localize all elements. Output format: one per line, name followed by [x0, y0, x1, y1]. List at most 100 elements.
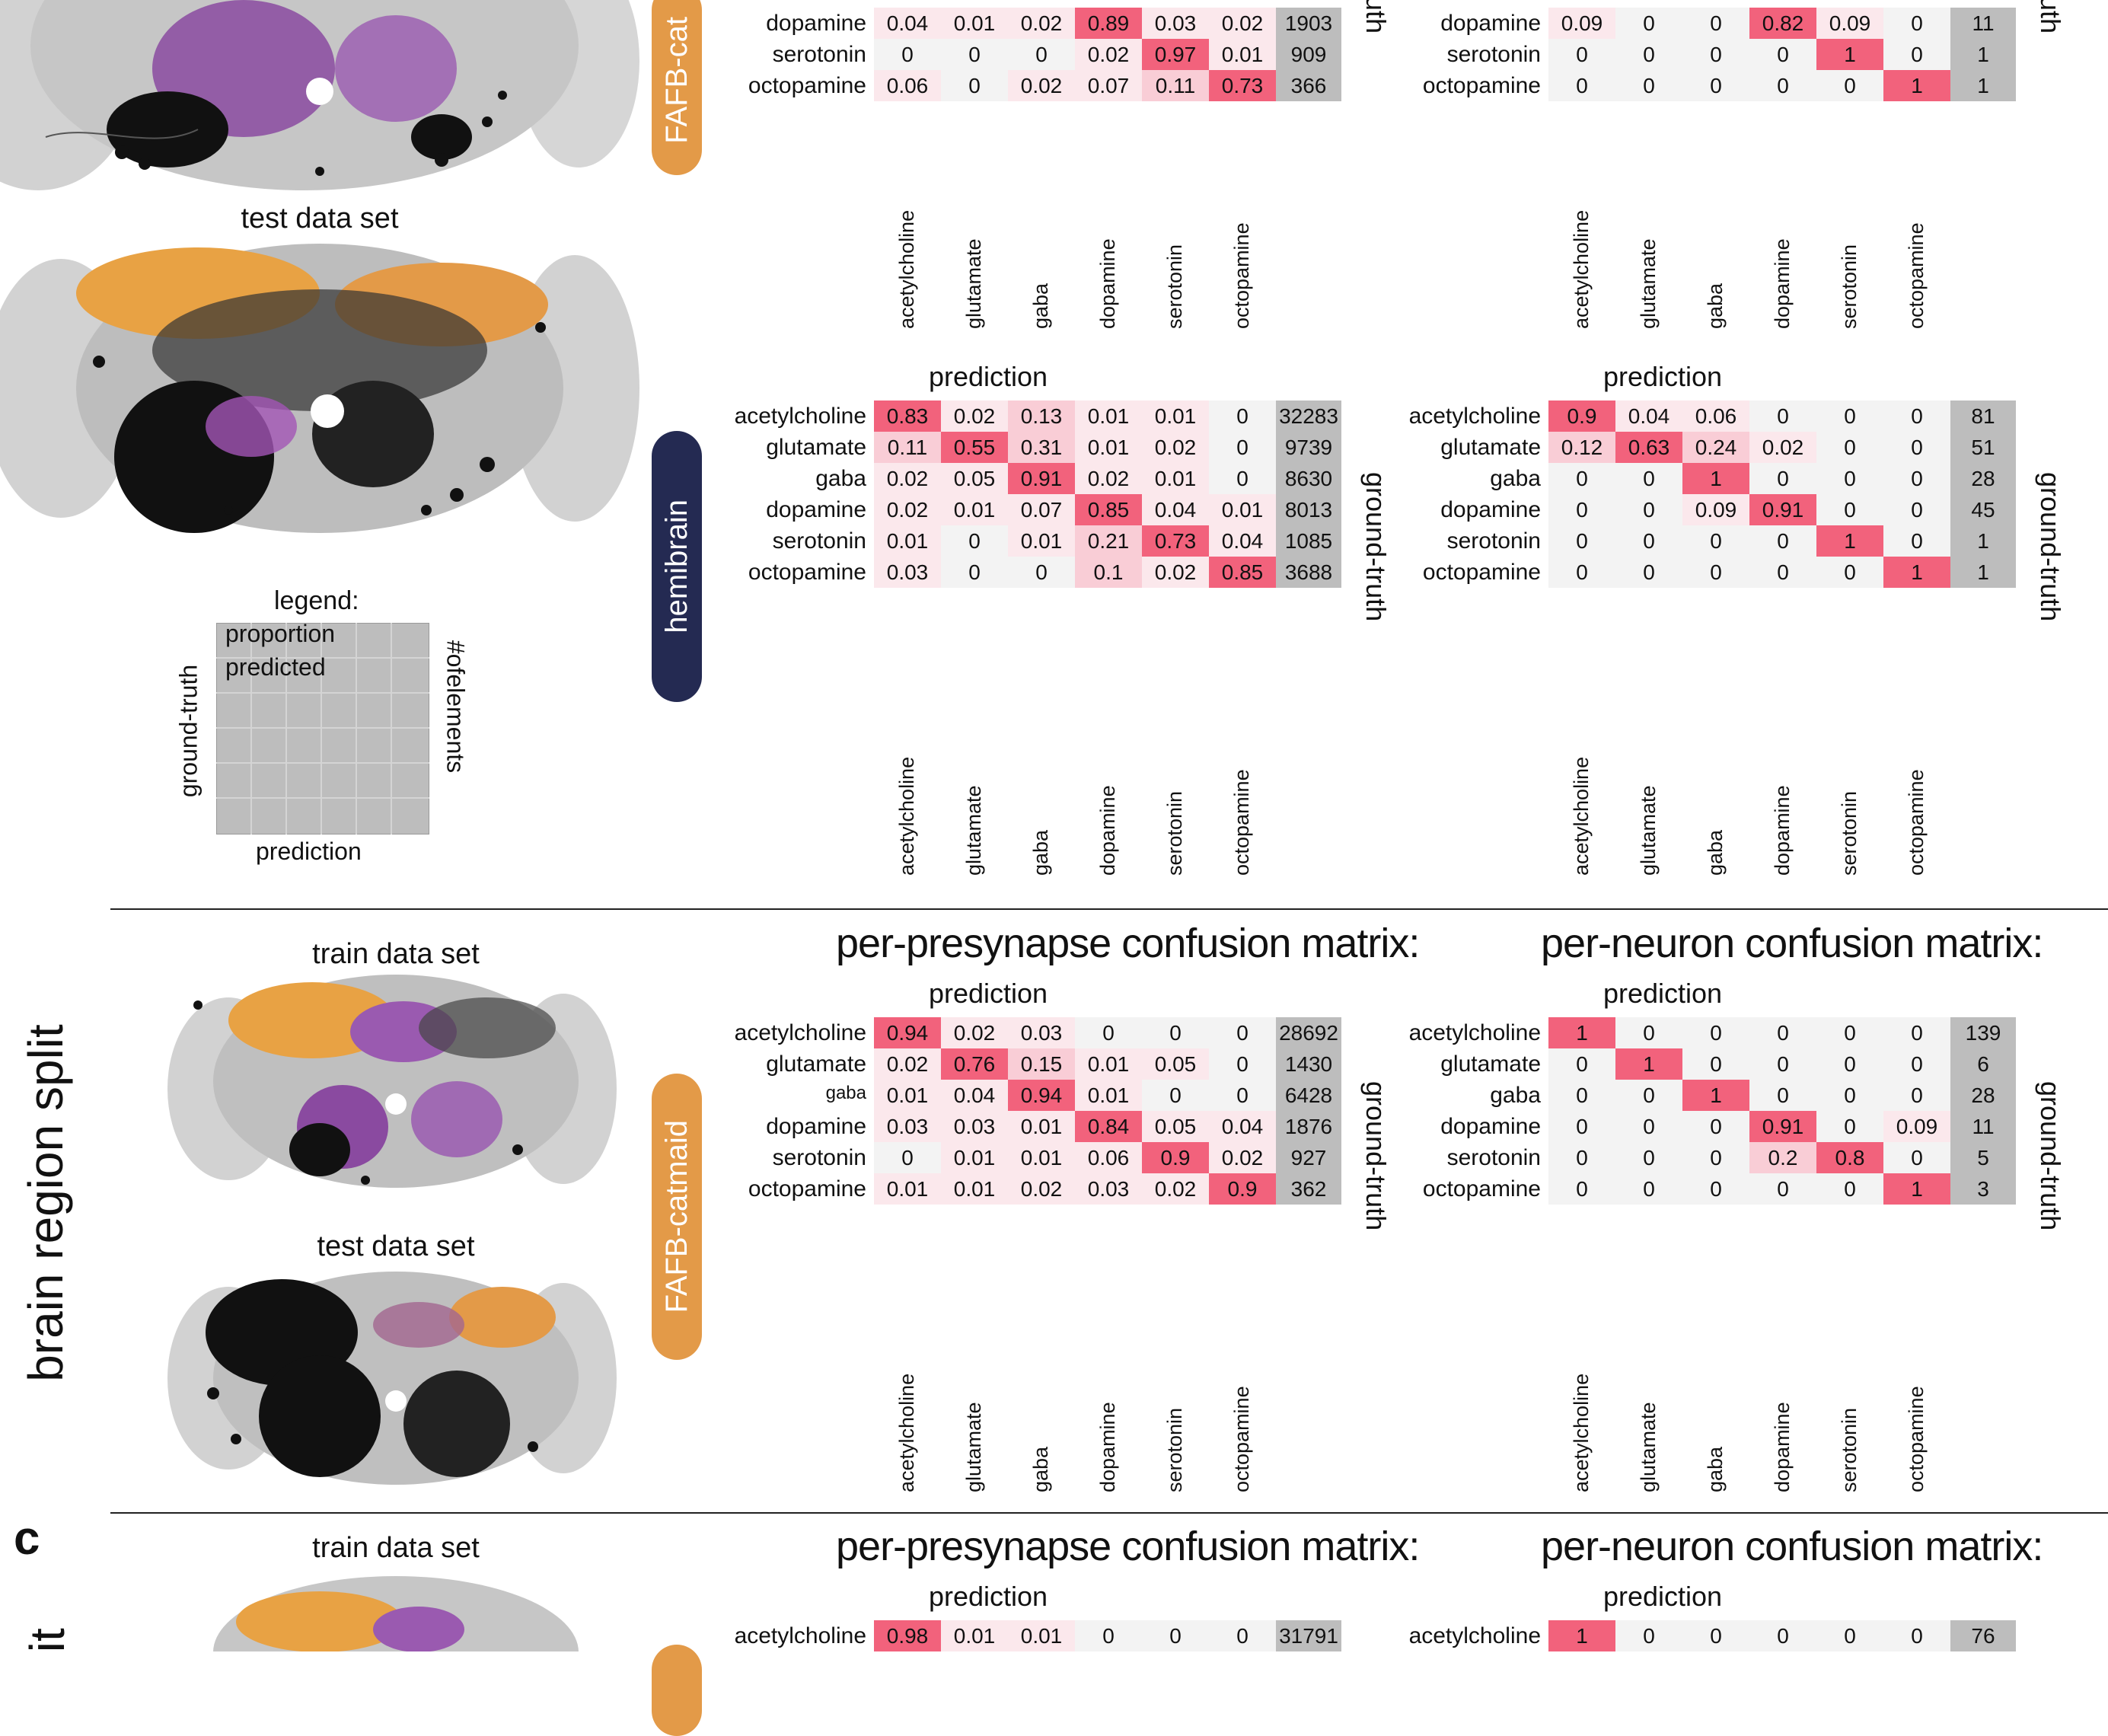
matrix-count-cell: 3688 — [1276, 557, 1341, 588]
matrix-cell: 0 — [1548, 1142, 1615, 1173]
matrix-count-cell: 8013 — [1276, 494, 1341, 525]
matrix-cell: 0 — [1749, 39, 1816, 70]
title-presynapse-bottom: per-presynapse confusion matrix: — [836, 1524, 1420, 1569]
column-label: octopamine — [1905, 769, 1928, 876]
matrix-count-cell: 8630 — [1276, 463, 1341, 494]
matrix-cell: 0.9 — [1209, 1173, 1276, 1205]
matrix-cell: 0.05 — [1142, 1048, 1209, 1080]
axis-label-prediction: prediction — [1603, 361, 1723, 392]
matrix-count-cell: 81 — [1950, 400, 2016, 432]
matrix-cell: 0 — [941, 557, 1008, 588]
matrix-cell: 0.01 — [1075, 400, 1142, 432]
matrix-cell: 0 — [1548, 525, 1615, 557]
axis-label-prediction: prediction — [1603, 1581, 1723, 1612]
matrix-cell: 0 — [1548, 494, 1615, 525]
matrix-cell: 0 — [1682, 1017, 1749, 1048]
matrix-cell: 0 — [1816, 1080, 1883, 1111]
matrix-cell: 0.06 — [1075, 1142, 1142, 1173]
dataset-label-train-mid: train data set — [312, 938, 480, 970]
matrix-cell: 0.01 — [1142, 400, 1209, 432]
matrix-cell: 0 — [1682, 1620, 1749, 1651]
matrix-cell: 0.01 — [941, 8, 1008, 39]
matrix-cell: 0.73 — [1142, 525, 1209, 557]
matrix-cell: 1 — [1816, 525, 1883, 557]
matrix-cell: 0.02 — [1075, 463, 1142, 494]
matrix-cell: 0 — [1615, 1173, 1682, 1205]
matrix-cell: 0 — [1749, 1017, 1816, 1048]
row-label: acetylcholine — [734, 1020, 866, 1045]
column-label: dopamine — [1771, 1402, 1794, 1492]
matrix-cell: 0.01 — [941, 1173, 1008, 1205]
row-label: dopamine — [766, 1114, 866, 1139]
matrix-cell: 0 — [1682, 1111, 1749, 1142]
title-neuron-mid: per-neuron confusion matrix: — [1541, 921, 2043, 966]
column-label: glutamate — [962, 1402, 985, 1492]
matrix-cell: 0.03 — [1075, 1173, 1142, 1205]
matrix-cell: 0.91 — [1749, 494, 1816, 525]
matrix-cell: 0 — [1816, 1173, 1883, 1205]
matrix-cell: 0.01 — [874, 1173, 941, 1205]
matrix-cell: 0 — [1615, 1142, 1682, 1173]
matrix-cell: 0.02 — [1142, 557, 1209, 588]
row-label: serotonin — [772, 42, 866, 67]
matrix-cell: 0.94 — [1008, 1080, 1075, 1111]
matrix-count-cell: 9739 — [1276, 432, 1341, 463]
row-label: glutamate — [1440, 435, 1541, 460]
matrix-cell: 0 — [1209, 463, 1276, 494]
matrix-cell: 0.03 — [1142, 8, 1209, 39]
row-label: octopamine — [1422, 73, 1541, 98]
legend-grid — [216, 623, 429, 834]
dataset-label-test-mid: test data set — [317, 1230, 475, 1262]
matrix-cell: 0.11 — [1142, 70, 1209, 101]
matrix-count-cell: 28692 — [1276, 1017, 1341, 1048]
matrix-cell: 0.02 — [1749, 432, 1816, 463]
matrix-cell: 0.73 — [1209, 70, 1276, 101]
matrix-cell: 0 — [1142, 1620, 1209, 1651]
matrix-cell: 1 — [1682, 463, 1749, 494]
matrix-cell: 0 — [874, 39, 941, 70]
matrix-cell: 0.09 — [1682, 494, 1749, 525]
row-label: serotonin — [772, 1145, 866, 1170]
column-label: octopamine — [1230, 769, 1253, 876]
matrix-cell: 0 — [1008, 39, 1075, 70]
column-label: octopamine — [1230, 1386, 1253, 1492]
matrix-count-cell: 362 — [1276, 1173, 1341, 1205]
legend-title: legend: — [274, 586, 359, 615]
matrix-cell: 0 — [1615, 39, 1682, 70]
axis-label-prediction: prediction — [928, 361, 1048, 392]
matrix-cell: 0 — [1548, 1048, 1615, 1080]
matrix-cell: 0 — [1816, 1017, 1883, 1048]
matrix-cell: 0.97 — [1142, 39, 1209, 70]
matrix-cell: 0 — [1816, 557, 1883, 588]
row-label: dopamine — [1440, 497, 1541, 522]
matrix-count-cell: 139 — [1950, 1017, 2016, 1048]
matrix-cell: 0 — [1749, 463, 1816, 494]
column-label: acetylcholine — [1570, 1373, 1593, 1492]
row-label: dopamine — [1440, 11, 1541, 36]
column-label: glutamate — [1637, 1402, 1660, 1492]
matrix-cell: 0.02 — [1142, 1173, 1209, 1205]
matrix-cell: 0 — [1548, 557, 1615, 588]
column-label: serotonin — [1163, 790, 1186, 876]
matrix-cell: 0 — [1883, 463, 1950, 494]
column-label: acetylcholine — [895, 1373, 918, 1492]
matrix-cell: 0.09 — [1883, 1111, 1950, 1142]
column-label: octopamine — [1230, 222, 1253, 329]
matrix-cell: 0.13 — [1008, 400, 1075, 432]
matrix-cell: 0.05 — [941, 463, 1008, 494]
title-presynapse-mid: per-presynapse confusion matrix: — [836, 921, 1420, 966]
matrix-cell: 0.01 — [1209, 39, 1276, 70]
matrix-cell: 0.89 — [1075, 8, 1142, 39]
matrix-cell: 0.01 — [1008, 1620, 1075, 1651]
row-label: acetylcholine — [734, 404, 866, 429]
matrix-count-cell: 366 — [1276, 70, 1341, 101]
matrix-count-cell: 76 — [1950, 1620, 2016, 1651]
row-label: glutamate — [766, 1051, 866, 1077]
column-label: dopamine — [1771, 238, 1794, 329]
title-neuron-bottom: per-neuron confusion matrix: — [1541, 1524, 2043, 1569]
matrix-cell: 0 — [1548, 1111, 1615, 1142]
matrix-cell: 0 — [1142, 1080, 1209, 1111]
matrix-cell: 0 — [1615, 494, 1682, 525]
matrix-cell: 0 — [1548, 70, 1615, 101]
matrix-cell: 0.82 — [1749, 8, 1816, 39]
